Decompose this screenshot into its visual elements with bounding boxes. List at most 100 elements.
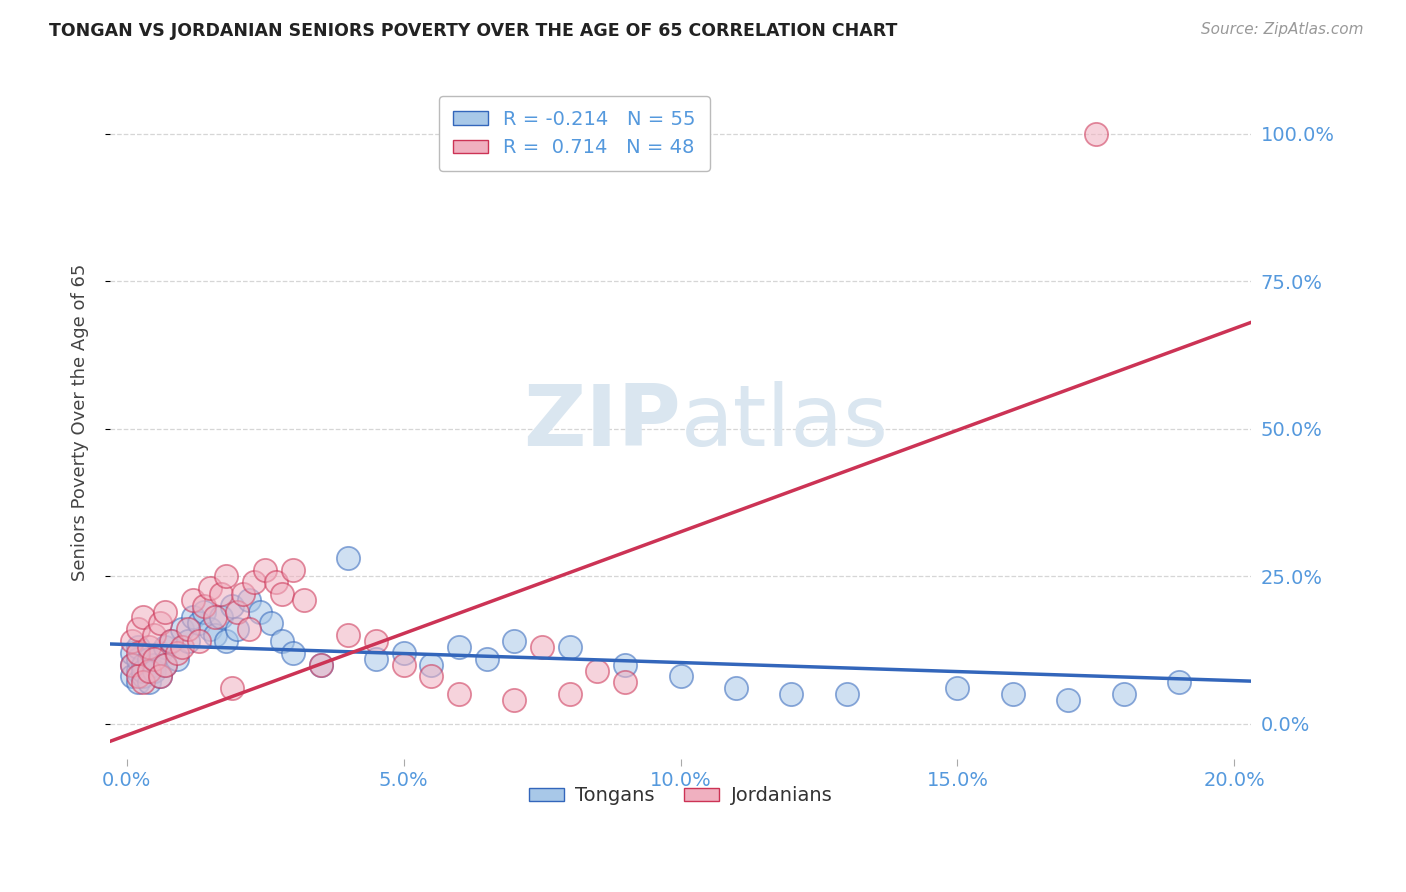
Point [364, 634, 387, 648]
Point [558, 640, 581, 654]
Text: atlas: atlas [681, 381, 889, 464]
Point [138, 675, 160, 690]
Point [292, 592, 315, 607]
Point [155, 605, 177, 619]
Point [558, 687, 581, 701]
Point [181, 610, 204, 624]
Point [143, 628, 166, 642]
Point [420, 657, 443, 672]
Point [226, 605, 249, 619]
Point [209, 587, 232, 601]
Point [155, 640, 177, 654]
Point [121, 634, 143, 648]
Point [155, 657, 177, 672]
Point [204, 610, 226, 624]
Point [132, 610, 155, 624]
Point [614, 675, 637, 690]
Point [143, 657, 166, 672]
Point [149, 616, 172, 631]
Point [238, 622, 260, 636]
Point [503, 634, 526, 648]
Point [170, 640, 193, 654]
Point [149, 669, 172, 683]
Point [221, 681, 243, 696]
Point [614, 657, 637, 672]
Point [364, 651, 387, 665]
Point [193, 599, 215, 613]
Point [127, 646, 149, 660]
Point [392, 657, 415, 672]
Point [166, 651, 188, 665]
Point [309, 657, 332, 672]
Point [127, 622, 149, 636]
Point [226, 622, 249, 636]
Point [149, 646, 172, 660]
Point [209, 610, 232, 624]
Point [138, 640, 160, 654]
Point [238, 592, 260, 607]
Point [132, 669, 155, 683]
Point [187, 634, 209, 648]
Point [1084, 127, 1107, 141]
Point [337, 551, 360, 566]
Point [121, 669, 143, 683]
Point [221, 599, 243, 613]
Point [170, 622, 193, 636]
Text: TONGAN VS JORDANIAN SENIORS POVERTY OVER THE AGE OF 65 CORRELATION CHART: TONGAN VS JORDANIAN SENIORS POVERTY OVER… [49, 22, 897, 40]
Point [243, 574, 266, 589]
Point [143, 651, 166, 665]
Point [132, 664, 155, 678]
Point [127, 675, 149, 690]
Y-axis label: Seniors Poverty Over the Age of 65: Seniors Poverty Over the Age of 65 [72, 264, 89, 582]
Point [249, 605, 271, 619]
Point [1057, 693, 1080, 707]
Point [215, 634, 238, 648]
Point [176, 634, 198, 648]
Point [166, 646, 188, 660]
Point [1001, 687, 1024, 701]
Point [531, 640, 554, 654]
Point [176, 622, 198, 636]
Point [138, 664, 160, 678]
Point [780, 687, 803, 701]
Point [447, 687, 470, 701]
Point [155, 657, 177, 672]
Point [281, 563, 304, 577]
Point [127, 664, 149, 678]
Point [270, 634, 292, 648]
Point [127, 640, 149, 654]
Point [447, 640, 470, 654]
Point [160, 634, 183, 648]
Point [121, 646, 143, 660]
Point [121, 657, 143, 672]
Point [198, 622, 221, 636]
Point [198, 581, 221, 595]
Point [215, 569, 238, 583]
Point [270, 587, 292, 601]
Point [475, 651, 498, 665]
Point [420, 669, 443, 683]
Point [138, 651, 160, 665]
Point [337, 628, 360, 642]
Point [1112, 687, 1135, 701]
Point [143, 664, 166, 678]
Point [586, 664, 609, 678]
Point [160, 634, 183, 648]
Legend: Tongans, Jordanians: Tongans, Jordanians [520, 779, 841, 814]
Text: Source: ZipAtlas.com: Source: ZipAtlas.com [1201, 22, 1364, 37]
Point [724, 681, 747, 696]
Point [264, 574, 287, 589]
Point [835, 687, 858, 701]
Point [1168, 675, 1191, 690]
Point [392, 646, 415, 660]
Point [132, 657, 155, 672]
Point [187, 616, 209, 631]
Point [281, 646, 304, 660]
Point [127, 669, 149, 683]
Point [503, 693, 526, 707]
Text: ZIP: ZIP [523, 381, 681, 464]
Point [127, 651, 149, 665]
Point [181, 592, 204, 607]
Point [232, 587, 254, 601]
Point [149, 669, 172, 683]
